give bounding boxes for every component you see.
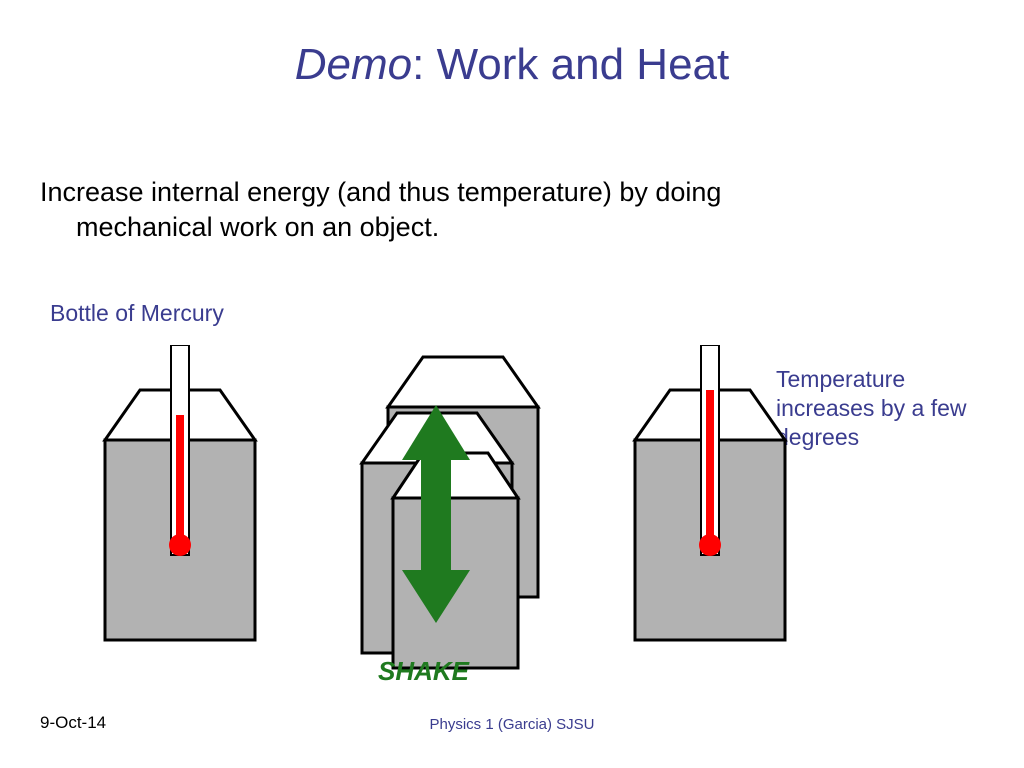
title-rest: : Work and Heat (412, 40, 729, 89)
footer-center: Physics 1 (Garcia) SJSU (0, 716, 1024, 733)
body-line1: Increase internal energy (and thus tempe… (40, 177, 721, 207)
shake-diagram (320, 335, 560, 675)
body-text: Increase internal energy (and thus tempe… (40, 175, 964, 245)
shake-label: SHAKE (378, 656, 469, 687)
bottle-right-diagram (610, 345, 810, 665)
slide-title: Demo: Work and Heat (0, 40, 1024, 90)
body-line2: mechanical work on an object. (76, 210, 964, 245)
bottle-left-diagram (80, 345, 280, 665)
label-bottle-of-mercury: Bottle of Mercury (50, 300, 224, 327)
title-italic: Demo (295, 40, 412, 89)
